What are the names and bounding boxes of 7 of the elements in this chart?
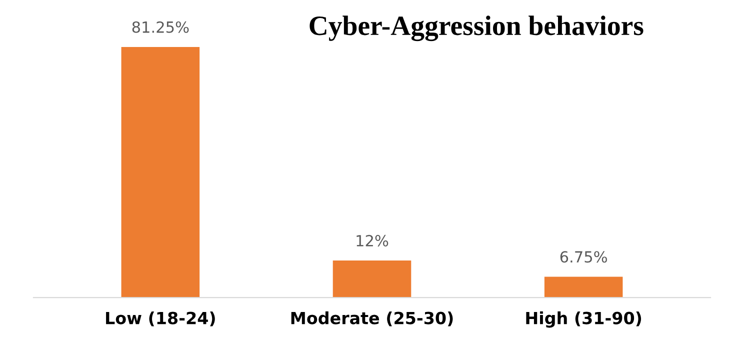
data-label: 12% (356, 234, 388, 246)
data-label: 81.25% (132, 21, 189, 33)
x-tick-label: Moderate (25-30) (291, 311, 453, 326)
chart-title: Cyber-Aggression behaviors (310, 16, 644, 42)
x-tick-label: Low (18-24) (106, 311, 215, 326)
x-tick-label: High (31-90) (526, 311, 642, 328)
data-label: 6.75% (560, 251, 607, 263)
